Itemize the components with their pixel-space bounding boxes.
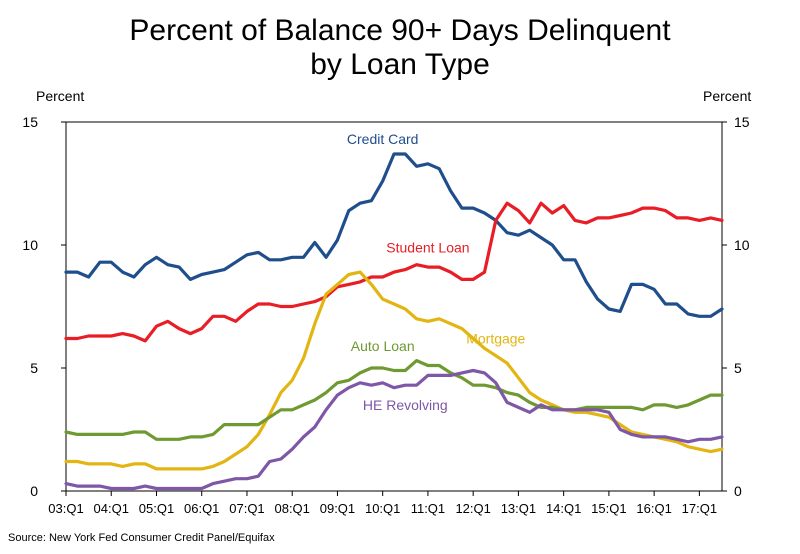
series-label-credit-card: Credit Card	[347, 131, 419, 147]
x-tick-label: 11:Q1	[411, 501, 445, 516]
chart-title-line-1: Percent of Balance 90+ Days Delinquent	[129, 14, 671, 47]
x-tick-label: 15:Q1	[591, 501, 626, 516]
series-label-student-loan: Student Loan	[386, 239, 469, 255]
x-tick-label: 06:Q1	[184, 501, 219, 516]
series-line-he-revolving	[64, 368, 724, 491]
y-tick-label-right: 0	[734, 483, 742, 499]
x-tick-label: 14:Q1	[546, 501, 581, 516]
x-tick-label: 12:Q1	[455, 501, 490, 516]
axes-group: 0 0 5 5 10 10 15 15 03:Q1 04:Q1 05:Q1 06:Q1 07:Q1 08:…	[22, 114, 749, 516]
x-tick-label: 07:Q1	[229, 501, 264, 516]
series-line-auto-loan	[64, 359, 724, 441]
x-tick-label: 04:Q1	[94, 501, 129, 516]
right-axis-unit-label: Percent	[703, 88, 752, 104]
source-note: Source: New York Fed Consumer Credit Pan…	[8, 532, 275, 544]
plot-frame	[65, 121, 723, 492]
series-line-student-loan	[64, 201, 724, 343]
series-label-mortgage: Mortgage	[466, 330, 525, 346]
left-axis-unit-label: Percent	[36, 88, 85, 104]
x-tick-label: 08:Q1	[274, 501, 309, 516]
chart-title-line-2: by Loan Type	[310, 48, 490, 81]
y-tick-label-right: 10	[734, 237, 750, 253]
x-tick-label: 16:Q1	[636, 501, 671, 516]
x-tick-label: 05:Q1	[139, 501, 174, 516]
x-tick-label: 10:Q1	[365, 501, 400, 516]
x-tick-label: 17:Q1	[682, 501, 717, 516]
y-tick-label-right: 5	[734, 360, 742, 376]
x-tick-label: 13:Q1	[501, 501, 536, 516]
y-tick-label-left: 15	[22, 114, 38, 130]
y-tick-label-right: 15	[734, 114, 750, 130]
series-label-auto-loan: Auto Loan	[351, 338, 415, 354]
x-tick-label: 03:Q1	[48, 501, 83, 516]
x-tick-label: 09:Q1	[320, 501, 355, 516]
y-tick-label-left: 10	[22, 237, 38, 253]
y-tick-label-left: 0	[30, 483, 38, 499]
series-line-credit-card	[64, 152, 724, 318]
series-labels-group: Credit Card Student Loan Mortgage Auto Loan…	[347, 131, 526, 413]
series-group	[64, 152, 724, 491]
series-label-he-revolving: HE Revolving	[363, 397, 448, 413]
y-tick-label-left: 5	[30, 360, 38, 376]
chart-title: Percent of Balance 90+ Days Delinquent b…	[0, 14, 800, 82]
